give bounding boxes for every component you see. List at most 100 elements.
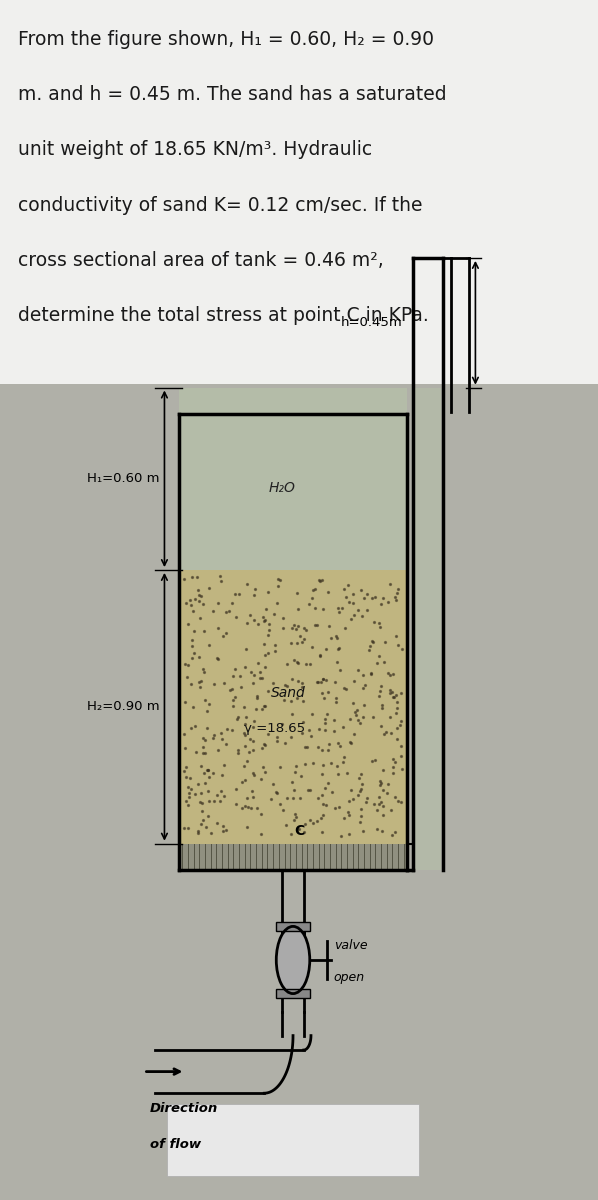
Point xyxy=(190,785,200,804)
Point xyxy=(199,811,208,830)
Point xyxy=(240,724,249,743)
Point xyxy=(292,653,302,672)
Point xyxy=(321,796,331,815)
Point xyxy=(233,709,242,728)
Point xyxy=(298,724,307,743)
Point xyxy=(277,714,286,733)
Point xyxy=(269,604,279,623)
Point xyxy=(248,718,258,737)
Point xyxy=(375,775,385,794)
Point xyxy=(397,760,407,779)
Point xyxy=(301,654,311,673)
Point xyxy=(382,784,392,803)
Text: γ =18.65: γ =18.65 xyxy=(244,722,306,736)
Point xyxy=(353,785,363,804)
Point xyxy=(375,617,385,636)
Point xyxy=(318,684,327,703)
Point xyxy=(361,792,371,811)
Point xyxy=(275,757,285,776)
Point xyxy=(350,671,359,690)
Point xyxy=(383,774,393,793)
Point xyxy=(287,619,297,638)
Point xyxy=(356,799,366,818)
Bar xyxy=(167,1104,419,1176)
Point xyxy=(321,713,330,732)
Point xyxy=(339,580,349,599)
Point xyxy=(315,647,324,666)
Point xyxy=(259,607,269,626)
Point xyxy=(376,716,386,736)
Point xyxy=(260,658,270,677)
Point xyxy=(271,782,281,802)
Point xyxy=(182,757,191,776)
Text: H₂O: H₂O xyxy=(269,481,295,494)
Point xyxy=(228,691,237,710)
Point xyxy=(376,594,385,613)
Point xyxy=(318,785,327,804)
Text: H₁=0.60 m: H₁=0.60 m xyxy=(87,473,159,485)
Point xyxy=(280,676,290,695)
Point xyxy=(362,600,372,619)
Point xyxy=(295,626,304,646)
Point xyxy=(299,618,309,637)
Point xyxy=(320,778,329,797)
Point xyxy=(187,636,197,655)
Point xyxy=(391,626,401,646)
Point xyxy=(392,719,402,738)
Point xyxy=(386,684,395,703)
Circle shape xyxy=(276,926,310,994)
Point xyxy=(376,676,386,695)
Point xyxy=(388,665,398,684)
Point xyxy=(280,733,290,752)
Point xyxy=(259,734,269,754)
Point xyxy=(320,709,329,728)
Point xyxy=(183,778,193,797)
Point xyxy=(199,662,209,682)
Point xyxy=(289,614,298,634)
Point xyxy=(350,702,360,721)
Point xyxy=(279,619,288,638)
Point xyxy=(378,760,388,779)
Point xyxy=(375,772,385,791)
Point xyxy=(304,594,313,613)
Point xyxy=(374,794,383,814)
Point xyxy=(218,626,228,646)
Point xyxy=(190,589,200,608)
Point xyxy=(309,754,318,773)
Point xyxy=(335,827,345,846)
Point xyxy=(270,635,280,654)
Point xyxy=(263,724,273,743)
Point xyxy=(217,730,227,749)
Point xyxy=(244,743,254,762)
Point xyxy=(317,740,327,760)
Point xyxy=(291,762,300,781)
Point xyxy=(255,668,264,688)
Point xyxy=(396,737,405,756)
Point xyxy=(281,816,291,835)
Text: m. and h = 0.45 m. The sand has a saturated: m. and h = 0.45 m. The sand has a satura… xyxy=(18,85,447,104)
Point xyxy=(203,761,212,780)
Point xyxy=(212,786,222,805)
Text: conductivity of sand K= 0.12 cm/sec. If the: conductivity of sand K= 0.12 cm/sec. If … xyxy=(18,196,422,215)
Point xyxy=(392,692,402,712)
Point xyxy=(392,698,402,718)
Point xyxy=(243,613,252,632)
Point xyxy=(340,619,350,638)
Point xyxy=(188,648,197,667)
Point xyxy=(180,692,190,712)
Point xyxy=(188,697,197,716)
Point xyxy=(290,805,300,824)
Point xyxy=(219,756,228,775)
Point xyxy=(274,570,284,589)
Point xyxy=(279,608,288,628)
Point xyxy=(236,678,246,697)
Point xyxy=(388,758,398,778)
Point xyxy=(300,755,310,774)
Point xyxy=(249,666,259,685)
Point xyxy=(242,788,252,808)
Point xyxy=(192,742,202,761)
Point xyxy=(186,674,196,694)
Point xyxy=(286,691,296,710)
Point xyxy=(349,605,359,624)
Point xyxy=(341,679,351,698)
